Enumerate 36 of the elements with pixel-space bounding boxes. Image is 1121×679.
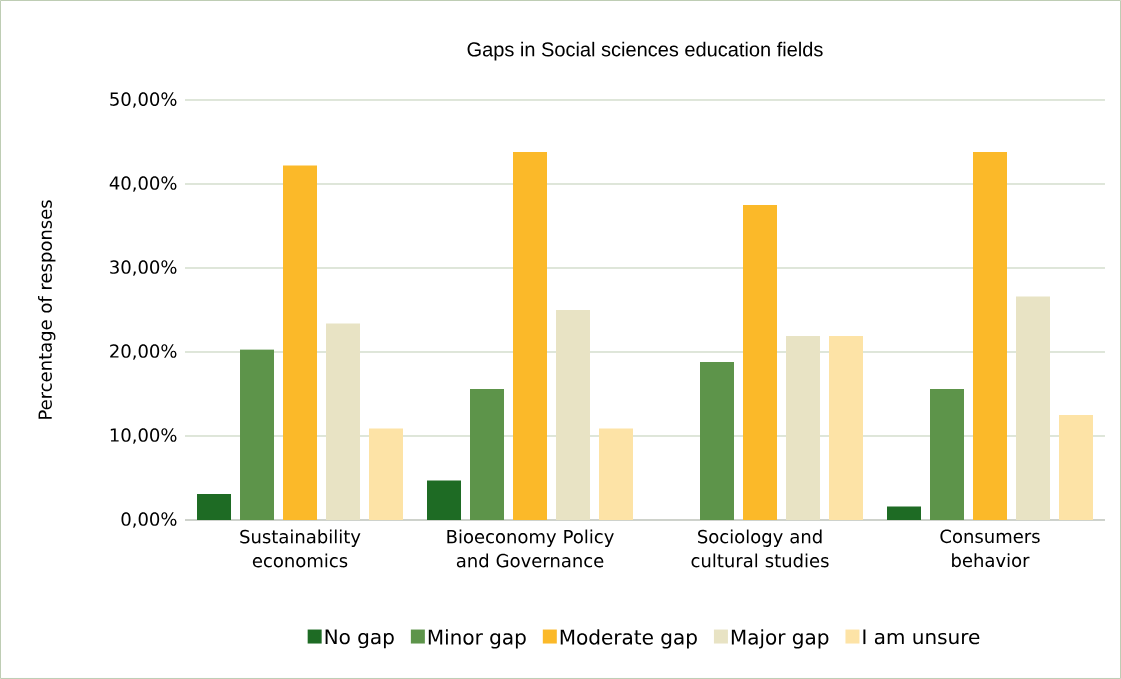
y-tick-label: 50,00% — [110, 92, 177, 108]
bar — [197, 493, 232, 520]
x-tick-label: Consumers behavior — [940, 529, 1040, 568]
bar — [786, 336, 820, 520]
bar — [283, 165, 318, 520]
bar — [240, 349, 275, 520]
bar — [427, 480, 462, 520]
legend-label: Moderate gap — [560, 629, 697, 649]
bar — [930, 388, 964, 520]
y-tick-label: 0,00% — [121, 512, 177, 528]
y-axis-title: Percentage of responses — [38, 200, 56, 419]
bar — [887, 506, 921, 520]
chart-title: Gaps in Social sciences education fields — [467, 41, 823, 61]
bar — [470, 388, 505, 520]
y-tick-label: 10,00% — [110, 428, 177, 444]
bar — [829, 336, 863, 520]
bar — [513, 152, 548, 520]
x-tick-label: Bioeconomy Policy and Governance — [447, 529, 614, 568]
y-tick-label: 30,00% — [110, 260, 177, 276]
bar — [369, 428, 404, 520]
legend-label: No gap — [325, 629, 394, 649]
bar — [1016, 296, 1050, 520]
x-tick-label: Sustainability economics — [240, 529, 361, 568]
x-tick-label: Sociology and cultural studies — [691, 529, 829, 568]
legend-label: I am unsure — [863, 629, 980, 645]
bar — [1059, 414, 1093, 520]
bar — [599, 428, 634, 520]
legend-label: Major gap — [731, 629, 829, 649]
bar — [743, 204, 777, 520]
bar — [973, 152, 1007, 520]
legend-label: Minor gap — [428, 629, 526, 649]
y-tick-label: 20,00% — [110, 344, 177, 360]
y-tick-label: 40,00% — [109, 176, 177, 192]
bar — [556, 309, 591, 520]
bar — [700, 362, 734, 520]
bar — [326, 323, 361, 520]
